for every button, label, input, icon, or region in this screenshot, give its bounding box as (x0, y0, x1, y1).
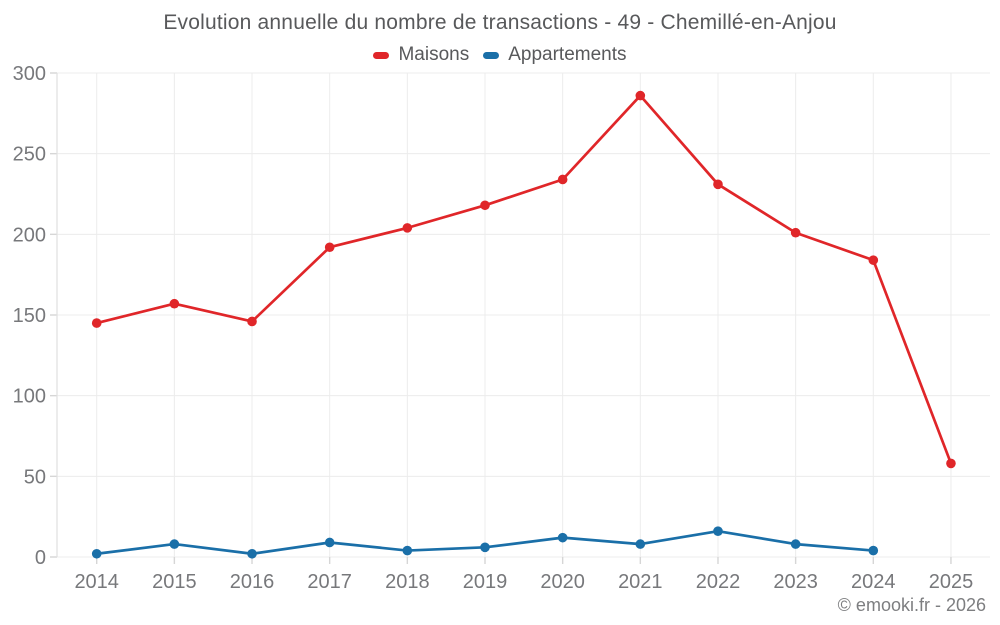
svg-text:2017: 2017 (307, 571, 352, 593)
svg-text:2021: 2021 (618, 571, 663, 593)
svg-text:300: 300 (13, 63, 46, 85)
svg-text:2020: 2020 (540, 571, 585, 593)
chart-title: Evolution annuelle du nombre de transact… (163, 11, 837, 34)
svg-text:2022: 2022 (696, 571, 741, 593)
svg-text:2019: 2019 (463, 571, 508, 593)
legend-label-appartements: Appartements (508, 44, 627, 65)
svg-text:150: 150 (13, 305, 46, 327)
legend-item-appartements[interactable]: Appartements (483, 44, 627, 66)
svg-text:2025: 2025 (929, 571, 974, 593)
svg-text:50: 50 (24, 466, 46, 488)
svg-text:2016: 2016 (230, 571, 275, 593)
svg-text:100: 100 (13, 386, 46, 408)
legend-item-maisons[interactable]: Maisons (373, 44, 469, 66)
chart-legend: Maisons Appartements (0, 44, 1000, 66)
svg-text:2014: 2014 (74, 571, 119, 593)
appartements-swatch-icon (483, 51, 500, 59)
svg-text:250: 250 (13, 144, 46, 166)
maisons-swatch-icon (373, 51, 390, 59)
svg-text:2018: 2018 (385, 571, 430, 593)
svg-text:2024: 2024 (851, 571, 896, 593)
svg-text:2023: 2023 (773, 571, 818, 593)
copyright-text: © emooki.fr - 2026 (837, 595, 986, 615)
svg-text:200: 200 (13, 224, 46, 246)
svg-text:2015: 2015 (152, 571, 197, 593)
svg-text:0: 0 (35, 547, 46, 569)
legend-label-maisons: Maisons (398, 44, 470, 65)
